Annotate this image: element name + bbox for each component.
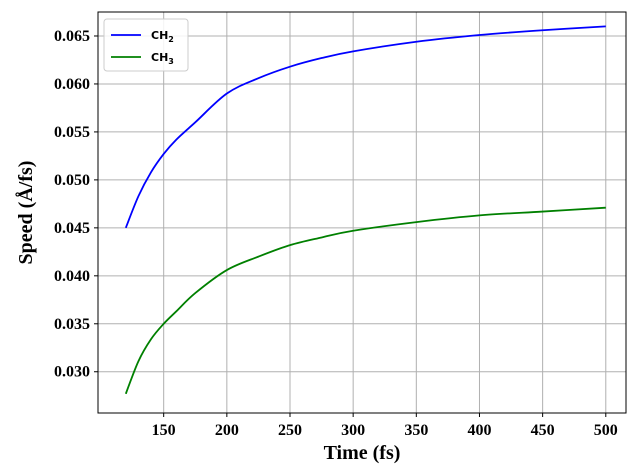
y-tick-label: 0.065	[54, 28, 90, 45]
series-line-ch2	[124, 25, 606, 229]
plot-series	[124, 25, 606, 395]
plot-frame	[97, 11, 627, 414]
x-axis-label: Time (fs)	[324, 442, 401, 464]
y-tick-label: 0.050	[54, 172, 90, 189]
y-tick-label: 0.045	[54, 220, 90, 237]
y-axis-label: Speed (Å/fs)	[14, 161, 37, 265]
x-tick-label: 400	[467, 422, 491, 439]
legend-box	[103, 18, 189, 72]
legend-label-ch2: CH2	[151, 29, 174, 44]
x-tick-label: 300	[341, 422, 365, 439]
x-tick-label: 350	[404, 422, 428, 439]
legend-label-ch3: CH3	[151, 51, 174, 66]
axis-ticks: 150 200 250 300 350 400 450 500 0.030 0.035 0.040 0…	[54, 28, 618, 439]
grid	[98, 12, 626, 413]
x-tick-label: 450	[531, 422, 555, 439]
x-tick-label: 150	[152, 422, 176, 439]
y-tick-label: 0.040	[54, 268, 90, 285]
series-line-ch3	[124, 206, 606, 395]
y-tick-label: 0.055	[54, 124, 90, 141]
y-tick-label: 0.060	[54, 76, 90, 93]
y-tick-label: 0.035	[54, 316, 90, 333]
x-tick-label: 200	[215, 422, 239, 439]
x-tick-label: 500	[594, 422, 618, 439]
x-tick-label: 250	[278, 422, 302, 439]
y-tick-label: 0.030	[54, 364, 90, 381]
